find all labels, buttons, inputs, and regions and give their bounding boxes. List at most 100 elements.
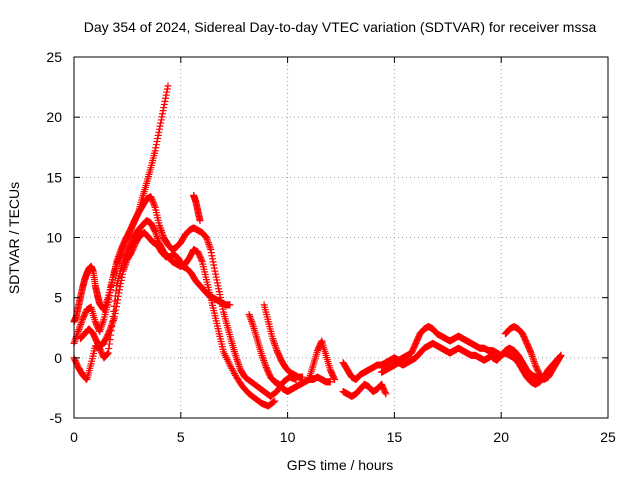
y-tick-label-5: 5 — [54, 290, 62, 306]
data-point — [107, 323, 115, 331]
data-point — [161, 97, 169, 105]
data-point — [119, 267, 127, 275]
data-point — [326, 378, 334, 386]
data-point — [331, 375, 339, 383]
data-point — [109, 316, 117, 324]
data-point — [269, 336, 277, 344]
series-arc-3 — [70, 217, 279, 410]
y-tick-label-10: 10 — [46, 230, 62, 246]
data-point — [121, 262, 129, 270]
data-point — [75, 326, 83, 334]
data-points — [70, 82, 565, 410]
data-point — [382, 390, 390, 398]
data-point — [164, 82, 172, 90]
x-tick-label-20: 20 — [493, 429, 509, 445]
data-point — [113, 258, 121, 266]
data-point — [158, 230, 166, 238]
data-point — [528, 351, 536, 359]
data-point — [209, 255, 217, 263]
data-point — [299, 373, 307, 381]
data-point — [112, 306, 120, 314]
data-point — [117, 276, 125, 284]
data-point — [149, 197, 157, 205]
data-point — [204, 237, 212, 245]
data-point — [152, 229, 160, 237]
x-tick-label-15: 15 — [387, 429, 403, 445]
data-point — [381, 389, 389, 397]
data-point — [530, 356, 538, 364]
data-point — [529, 354, 537, 362]
data-point — [248, 317, 256, 325]
series-arc-6 — [245, 311, 334, 396]
data-point — [260, 358, 268, 366]
data-point — [247, 316, 255, 324]
data-point — [104, 298, 112, 306]
data-point — [270, 338, 278, 346]
data-point — [147, 193, 155, 201]
data-point — [157, 227, 165, 235]
data-point — [115, 286, 123, 294]
data-point — [235, 361, 243, 369]
data-point — [249, 321, 257, 329]
data-point — [155, 128, 163, 136]
data-point — [149, 199, 157, 207]
data-point — [245, 311, 253, 319]
data-point — [108, 322, 116, 330]
data-point — [207, 249, 215, 257]
data-point — [98, 320, 106, 328]
data-point — [207, 246, 215, 254]
data-point — [106, 326, 114, 334]
data-point — [108, 320, 116, 328]
data-point — [115, 289, 123, 297]
data-point — [271, 397, 279, 405]
data-point — [153, 233, 161, 241]
data-point — [105, 295, 113, 303]
data-point — [152, 141, 160, 149]
data-point — [103, 350, 111, 358]
data-point — [258, 351, 266, 359]
series-arc-7 — [260, 301, 307, 381]
data-point — [206, 244, 214, 252]
data-point — [232, 354, 240, 362]
data-point — [530, 358, 538, 366]
data-point — [111, 309, 119, 317]
data-point — [152, 144, 160, 152]
data-point — [234, 359, 242, 367]
data-point — [96, 326, 104, 334]
data-point — [246, 312, 254, 320]
data-point — [153, 138, 161, 146]
data-point — [117, 280, 125, 288]
data-point — [151, 227, 159, 235]
data-point — [158, 113, 166, 121]
data-point — [115, 252, 123, 260]
data-point — [160, 104, 168, 112]
data-point — [246, 314, 254, 322]
data-point — [97, 324, 105, 332]
data-point — [156, 223, 164, 231]
data-point — [114, 292, 122, 300]
series-arc-10 — [339, 323, 505, 383]
data-point — [151, 202, 159, 210]
x-tick-label-10: 10 — [280, 429, 296, 445]
x-tick-label-25: 25 — [600, 429, 616, 445]
data-point — [74, 327, 82, 335]
data-point — [71, 336, 79, 344]
data-point — [122, 260, 130, 268]
data-point — [162, 91, 170, 99]
data-point — [148, 194, 156, 202]
data-point — [531, 359, 539, 367]
y-axis-label: SDTVAR / TECUs — [6, 182, 22, 294]
data-point — [163, 88, 171, 96]
y-tick-label-25: 25 — [46, 49, 62, 65]
data-point — [536, 375, 544, 383]
data-point — [77, 319, 85, 327]
data-point — [155, 221, 163, 229]
data-point — [112, 303, 120, 311]
data-point — [122, 259, 130, 267]
data-point — [163, 85, 171, 93]
y-tick-label-15: 15 — [46, 169, 62, 185]
data-point — [113, 256, 121, 264]
data-point — [105, 345, 113, 353]
